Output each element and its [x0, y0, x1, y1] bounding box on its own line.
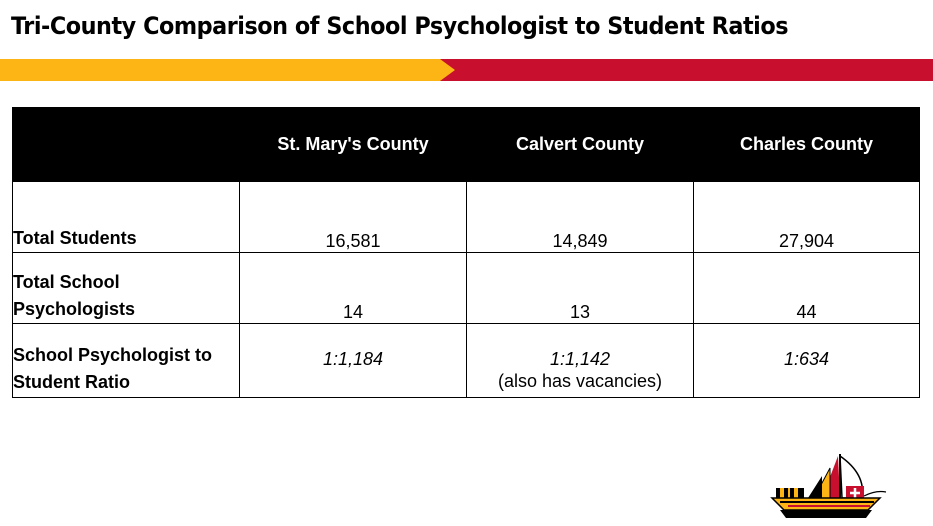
row-label: Total School Psychologists — [12, 252, 240, 324]
maryland-flag-ship-logo-icon — [770, 452, 890, 520]
vacancy-note: (also has vacancies) — [497, 371, 663, 391]
table-row-total-psychologists: Total School Psychologists 14 13 44 — [12, 252, 920, 324]
table-row-total-students: Total Students 16,581 14,849 27,904 — [12, 181, 920, 253]
banner-red-segment — [440, 59, 933, 81]
banner-gold-segment — [0, 59, 455, 81]
header-cell-empty — [12, 107, 240, 182]
cell-value: 27,904 — [693, 181, 920, 253]
cell-value: 14,849 — [466, 181, 694, 253]
slide-title: Tri-County Comparison of School Psycholo… — [11, 12, 789, 40]
comparison-table: St. Mary's County Calvert County Charles… — [12, 107, 920, 398]
header-cell-calvert: Calvert County — [466, 107, 694, 182]
header-cell-st-marys: St. Mary's County — [239, 107, 467, 182]
ratio-value: 1:634 — [783, 349, 830, 369]
row-label: School Psychologist to Student Ratio — [12, 323, 240, 398]
row-label: Total Students — [12, 181, 240, 253]
cell-value: 16,581 — [239, 181, 467, 253]
ratio-value: 1:1,184 — [322, 349, 384, 369]
cell-value: 1:1,184 — [239, 323, 467, 398]
cell-value: 1:634 — [693, 323, 920, 398]
cell-value: 14 — [239, 252, 467, 324]
table-row-ratio: School Psychologist to Student Ratio 1:1… — [12, 323, 920, 398]
cell-value: 44 — [693, 252, 920, 324]
ratio-value: 1:1,142 — [549, 349, 611, 369]
title-banner-stripe — [0, 59, 933, 81]
table-header-row: St. Mary's County Calvert County Charles… — [12, 107, 920, 182]
header-cell-charles: Charles County — [693, 107, 920, 182]
cell-value: 13 — [466, 252, 694, 324]
cell-value: 1:1,142 (also has vacancies) — [466, 323, 694, 398]
